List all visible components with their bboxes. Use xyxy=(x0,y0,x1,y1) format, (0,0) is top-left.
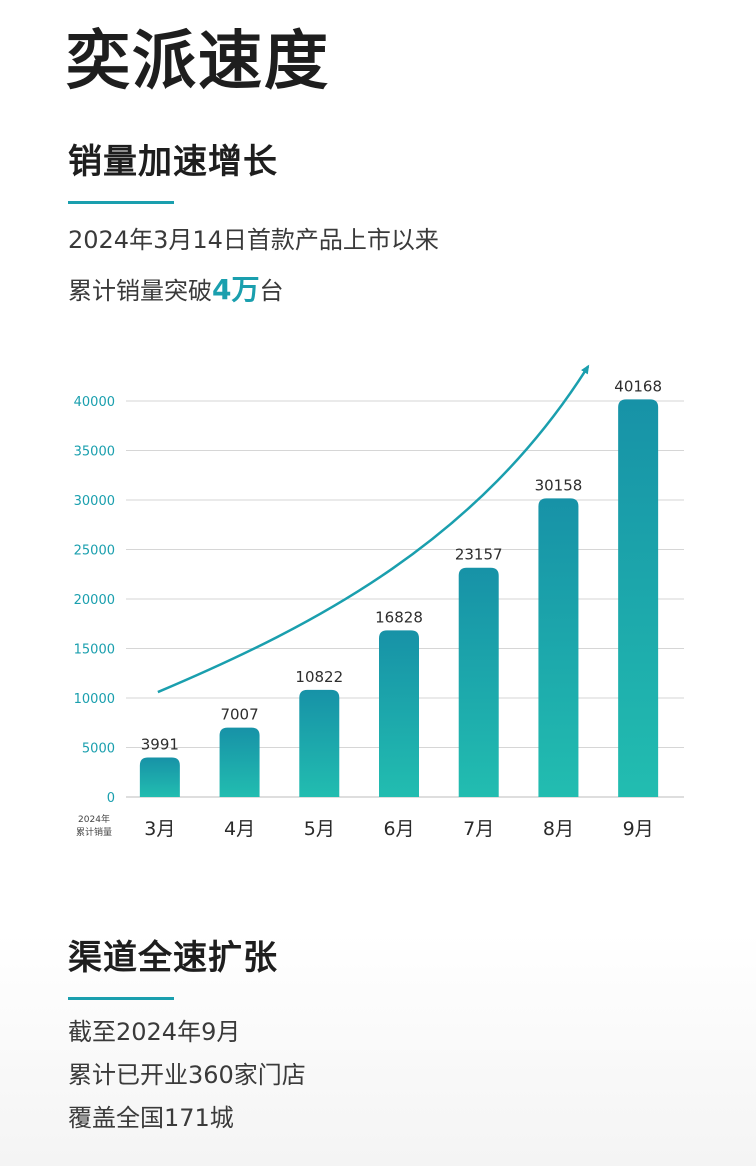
y-tick-label: 40000 xyxy=(74,395,115,410)
x-tick-label: 5月 xyxy=(304,818,335,840)
x-tick-label: 6月 xyxy=(383,818,414,840)
channel-stores-text: 累计已开业360家门店 xyxy=(68,1061,306,1089)
channel-date-text: 截至2024年9月 xyxy=(68,1018,241,1046)
sales-total-highlight: 4万 xyxy=(212,273,260,306)
bar-value-label: 10822 xyxy=(295,668,343,686)
y-tick-label: 25000 xyxy=(74,544,115,559)
axis-note-cumulative: 累计销量 xyxy=(76,826,112,838)
bar-5 xyxy=(299,689,340,797)
bar-7 xyxy=(458,567,499,797)
channel-cities-text: 覆盖全国171城 xyxy=(68,1104,234,1132)
sales-total-prefix: 累计销量突破 xyxy=(68,277,212,305)
y-tick-label: 0 xyxy=(107,791,115,806)
x-tick-label: 8月 xyxy=(543,818,574,840)
sales-total-suffix: 台 xyxy=(259,277,284,305)
x-tick-label: 4月 xyxy=(224,818,255,840)
bar-4 xyxy=(219,727,260,797)
bar-value-label: 3991 xyxy=(141,735,179,753)
y-tick-label: 20000 xyxy=(74,593,115,608)
y-tick-label: 10000 xyxy=(74,692,115,707)
sales-launch-text: 2024年3月14日首款产品上市以来 xyxy=(68,226,439,254)
y-tick-label: 30000 xyxy=(74,494,115,509)
bar-value-label: 7007 xyxy=(220,706,258,724)
bar-3 xyxy=(139,757,180,797)
y-tick-label: 35000 xyxy=(74,445,115,460)
x-tick-label: 7月 xyxy=(463,818,494,840)
x-tick-label: 3月 xyxy=(144,818,175,840)
page-title: 奕派速度 xyxy=(66,25,330,99)
bar-value-label: 30158 xyxy=(535,476,583,494)
axis-note-year: 2024年 xyxy=(78,813,110,825)
growth-trend-arrow xyxy=(157,364,590,694)
bar-value-label: 23157 xyxy=(455,546,503,564)
bar-8 xyxy=(538,498,579,797)
y-tick-label: 15000 xyxy=(74,643,115,658)
channel-section-heading: 渠道全速扩张 xyxy=(68,938,278,978)
sales-section-rule xyxy=(68,201,174,204)
sales-bar-chart: 0 5000 10000 15000 20000 25000 30000 35000 40000… xyxy=(74,364,684,840)
bar-value-label: 16828 xyxy=(375,608,423,626)
sales-section-heading: 销量加速增长 xyxy=(68,142,278,182)
bar-6 xyxy=(379,630,419,797)
y-tick-label: 5000 xyxy=(82,742,115,757)
x-tick-label: 9月 xyxy=(623,818,654,840)
bar-value-label: 40168 xyxy=(614,377,662,395)
sales-total-text: 累计销量突破4万台 xyxy=(68,274,283,307)
channel-section-rule xyxy=(68,997,174,1000)
bar-9 xyxy=(618,399,659,797)
